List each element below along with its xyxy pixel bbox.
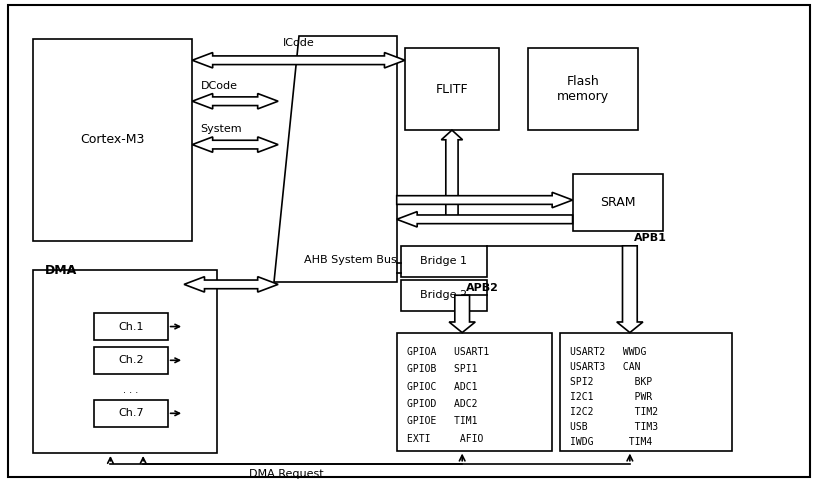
Text: GPIOE   TIM1: GPIOE TIM1 [407,416,477,427]
Polygon shape [397,212,573,227]
Text: DCode: DCode [200,80,237,91]
Text: GPIOC   ADC1: GPIOC ADC1 [407,382,477,392]
Text: IWDG      TIM4: IWDG TIM4 [570,437,653,447]
Text: ICode: ICode [283,38,314,48]
Polygon shape [449,295,475,333]
Text: USB        TIM3: USB TIM3 [570,422,658,432]
Text: DMA: DMA [45,264,77,277]
Bar [560,333,732,451]
Text: GPIOB   SPI1: GPIOB SPI1 [407,364,477,375]
Polygon shape [617,246,643,333]
Text: Cortex-M3: Cortex-M3 [80,134,145,146]
Bar [94,313,168,340]
Polygon shape [192,94,278,109]
Bar [94,347,168,374]
Text: AHB System Bus: AHB System Bus [304,255,397,265]
Text: Bridge 1: Bridge 1 [420,256,467,267]
Text: Ch.2: Ch.2 [118,355,144,365]
Text: USART2   WWDG: USART2 WWDG [570,347,646,357]
Bar [401,280,487,311]
Text: APB2: APB2 [466,283,499,293]
Polygon shape [192,137,278,152]
Text: SPI2       BKP: SPI2 BKP [570,377,653,387]
Text: Ch.1: Ch.1 [118,321,144,332]
Text: APB1: APB1 [634,233,667,243]
Bar [33,39,192,241]
Text: GPIOD   ADC2: GPIOD ADC2 [407,399,477,409]
Polygon shape [442,130,463,219]
Bar [573,174,663,231]
Bar [405,48,499,130]
Bar [528,48,638,130]
Text: FLITF: FLITF [436,83,468,95]
Text: Bridge 2: Bridge 2 [420,290,467,300]
Text: I2C1       PWR: I2C1 PWR [570,392,653,402]
Text: Ch.7: Ch.7 [118,408,144,418]
Polygon shape [397,192,573,208]
Polygon shape [274,36,397,282]
Text: SRAM: SRAM [600,196,636,209]
Text: System: System [200,124,242,134]
Bar [33,270,217,453]
Polygon shape [184,277,278,292]
Text: . . .: . . . [124,386,138,395]
Text: EXTI     AFIO: EXTI AFIO [407,434,483,444]
Text: DMA Request: DMA Request [249,469,324,479]
Text: I2C2       TIM2: I2C2 TIM2 [570,407,658,417]
Bar [94,400,168,427]
Text: USART3   CAN: USART3 CAN [570,362,640,372]
Text: Flash
memory: Flash memory [557,75,609,103]
Polygon shape [192,53,405,68]
Bar [397,333,552,451]
Text: GPIOA   USART1: GPIOA USART1 [407,347,489,357]
Bar [401,246,487,277]
